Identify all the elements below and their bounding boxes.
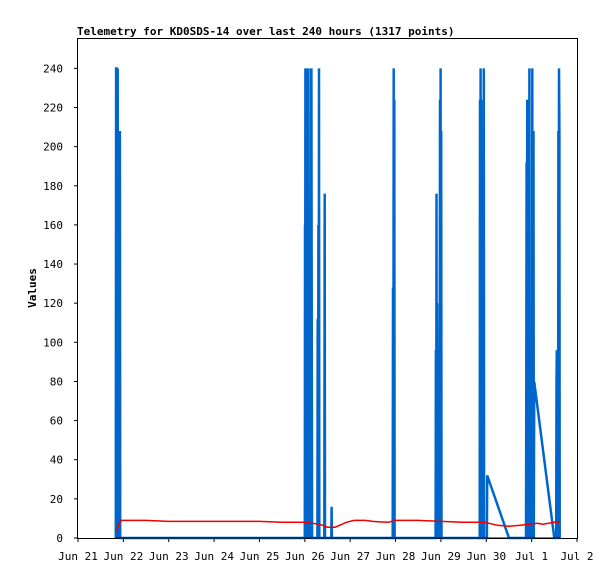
x-tick-label: Jun 21 bbox=[58, 550, 98, 563]
y-tick-label: 180 bbox=[43, 180, 63, 193]
y-axis-label: Values bbox=[26, 268, 39, 308]
x-axis-ticks: Jun 21 Jun 22 Jun 23 Jun 24 Jun 25 Jun 26 Jun … bbox=[58, 538, 594, 563]
series-layer bbox=[114, 67, 561, 540]
x-tick-label: Jul 2 bbox=[560, 550, 593, 563]
series-line-1 bbox=[115, 519, 560, 533]
y-tick-label: 20 bbox=[50, 493, 63, 506]
y-tick-label: 140 bbox=[43, 258, 63, 271]
y-tick-label: 240 bbox=[43, 62, 63, 75]
y-tick-label: 100 bbox=[43, 336, 63, 349]
y-tick-label: 200 bbox=[43, 141, 63, 154]
y-tick-label: 60 bbox=[50, 415, 63, 428]
x-tick-label: Jun 25 bbox=[240, 550, 280, 563]
plot-area-frame bbox=[77, 38, 578, 539]
x-tick-label: Jun 23 bbox=[149, 550, 189, 563]
x-tick-label: Jul 1 bbox=[515, 550, 548, 563]
x-tick-label: Jun 26 bbox=[285, 550, 325, 563]
y-tick-label: 0 bbox=[56, 532, 63, 545]
y-tick-label: 40 bbox=[50, 454, 63, 467]
x-tick-label: Jun 28 bbox=[376, 550, 416, 563]
chart-title: Telemetry for KD0SDS-14 over last 240 ho… bbox=[77, 25, 455, 38]
y-tick-label: 80 bbox=[50, 375, 63, 388]
y-tick-label: 120 bbox=[43, 297, 63, 310]
series-line-0 bbox=[114, 67, 561, 540]
y-axis-ticks: 0 20 40 60 80 100 120 140 160 180 200 220 240 bbox=[43, 62, 78, 545]
x-tick-label: Jun 30 bbox=[466, 550, 506, 563]
x-tick-label: Jun 22 bbox=[103, 550, 143, 563]
x-tick-label: Jun 24 bbox=[194, 550, 234, 563]
x-tick-label: Jun 29 bbox=[421, 550, 461, 563]
y-tick-label: 220 bbox=[43, 101, 63, 114]
x-tick-label: Jun 27 bbox=[330, 550, 370, 563]
y-tick-label: 160 bbox=[43, 219, 63, 232]
